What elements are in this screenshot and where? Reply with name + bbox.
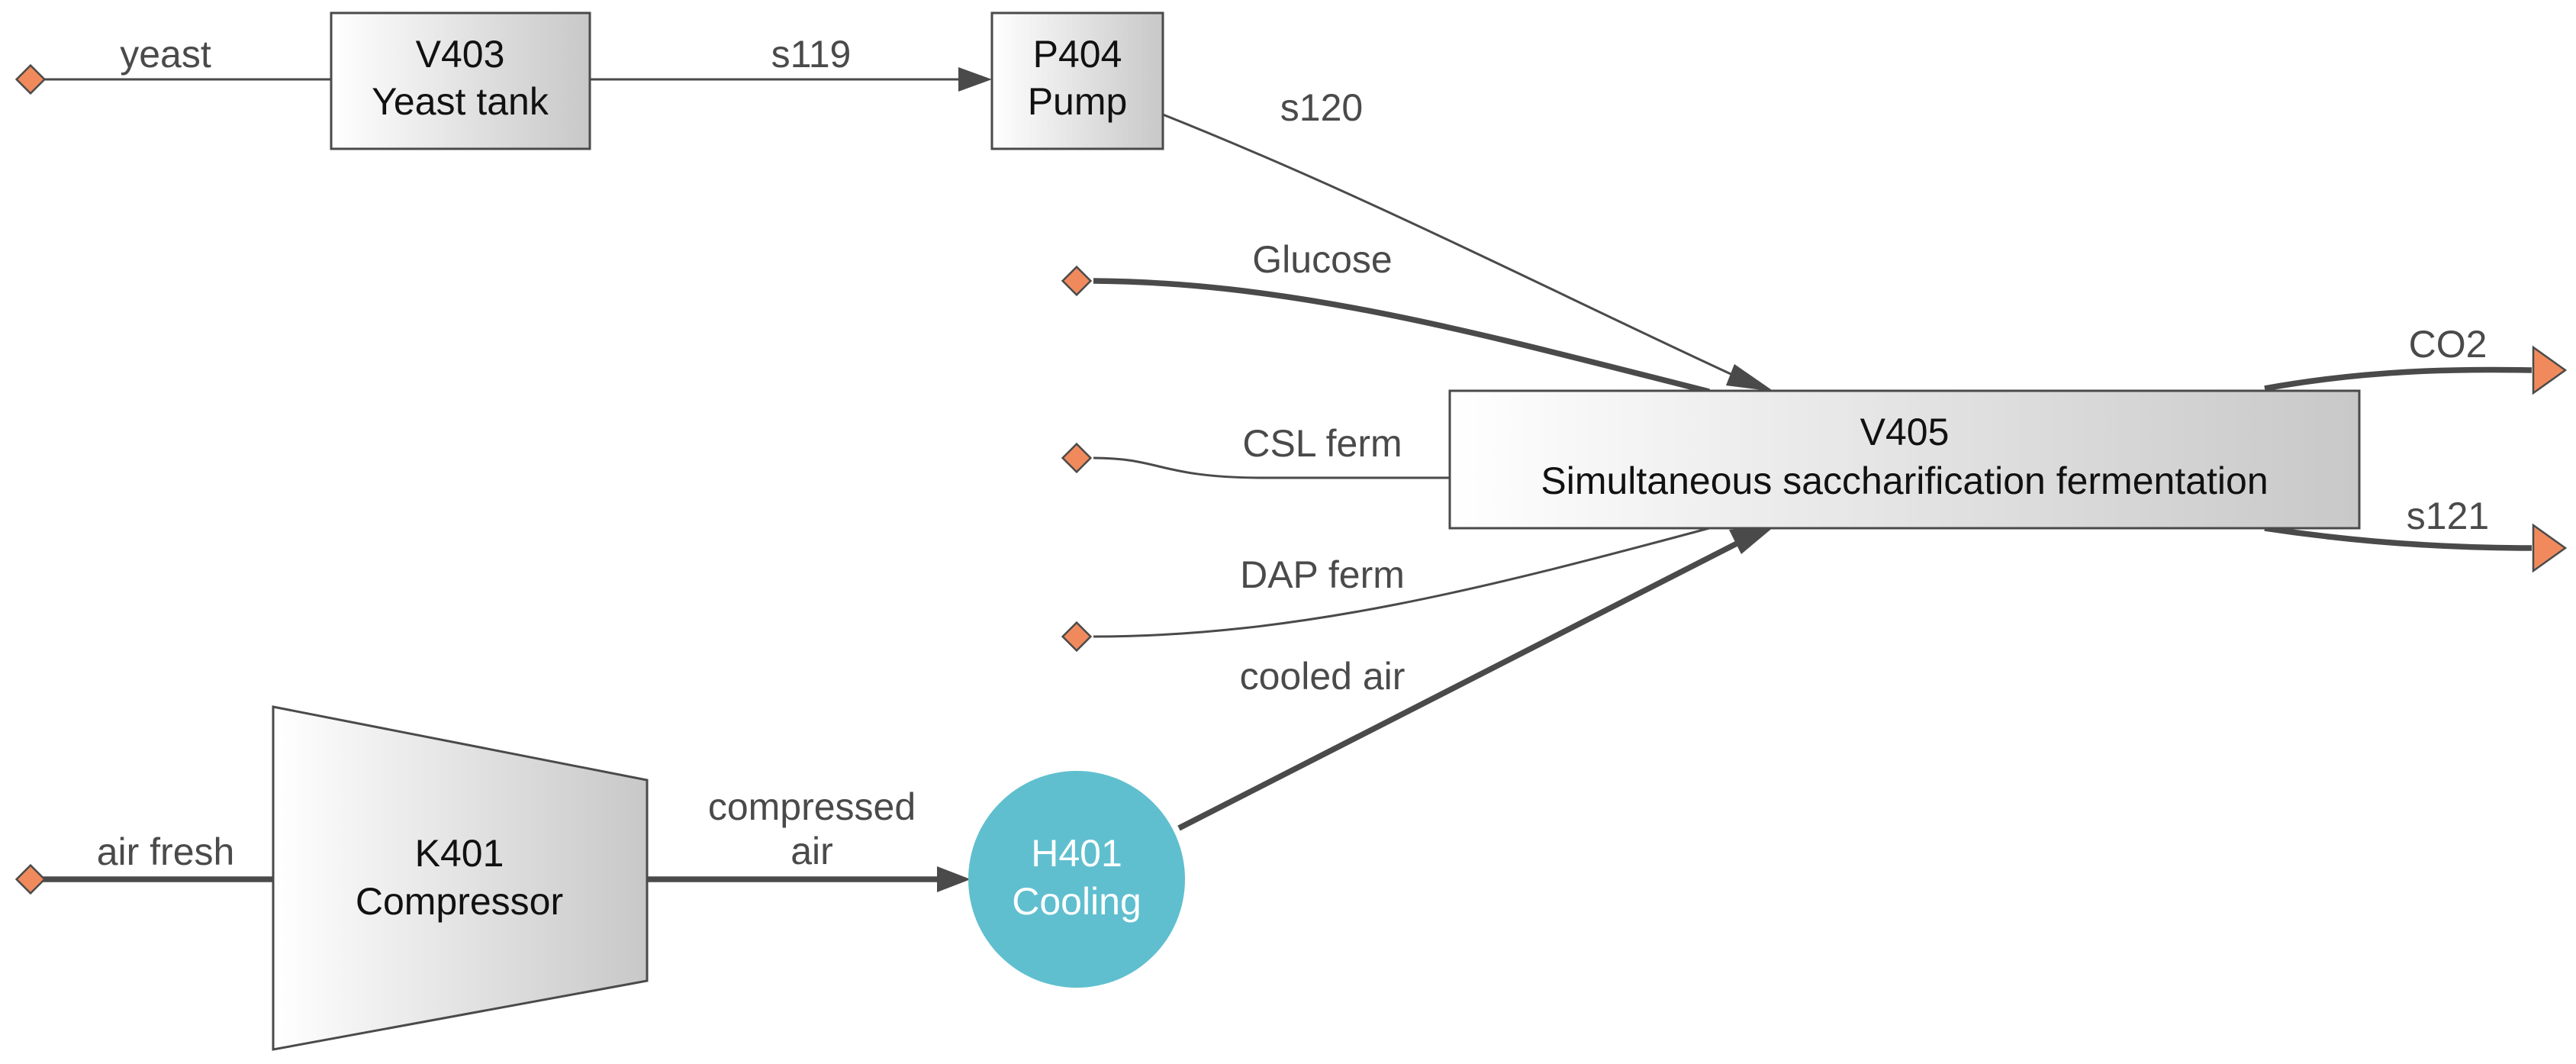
stream-dap-ferm-line[interactable]	[1093, 527, 1710, 638]
stream-label-air-fresh: air fresh	[97, 830, 235, 873]
stream-co2-line[interactable]	[2264, 366, 2533, 392]
source-diamond-icon	[14, 63, 47, 95]
stream-label-s119: s119	[771, 33, 852, 76]
stream-label-s121: s121	[2407, 495, 2489, 537]
product-s121-triangle-icon[interactable]	[2532, 523, 2568, 573]
source-dap-ferm[interactable]	[1061, 621, 1093, 653]
unit-id: V405	[1860, 411, 1950, 453]
source-diamond-icon	[1061, 442, 1093, 474]
stream-cooled-air-line[interactable]	[1177, 535, 1749, 831]
source-glucose[interactable]	[1061, 265, 1093, 297]
unit-v405-fermenter[interactable]: V405 Simultaneous saccharification ferme…	[1448, 389, 2361, 530]
unit-name: Cooling	[1012, 880, 1141, 923]
unit-name: Yeast tank	[372, 80, 549, 123]
stream-csl-ferm-line[interactable]	[1093, 456, 1450, 479]
unit-h401-cooling[interactable]: H401 Cooling	[968, 771, 1185, 988]
unit-v403-yeast-tank[interactable]: V403 Yeast tank	[330, 11, 591, 150]
stream-glucose-line[interactable]	[1093, 278, 1710, 395]
product-co2-triangle-icon[interactable]	[2532, 345, 2568, 395]
unit-id: H401	[1031, 832, 1122, 875]
stream-s120-arrow	[1726, 364, 1774, 392]
stream-cooled-air-arrow	[1729, 527, 1774, 554]
stream-compressed-air-arrow	[937, 866, 971, 892]
stream-label-compressed-air-line1: compressed	[708, 785, 916, 828]
stream-s120-line[interactable]	[1162, 113, 1748, 383]
source-diamond-icon	[1061, 621, 1093, 653]
unit-name: Compressor	[356, 880, 563, 923]
unit-name: Pump	[1028, 80, 1128, 123]
stream-label-s120: s120	[1280, 86, 1363, 129]
unit-k401-compressor[interactable]: K401 Compressor	[272, 705, 649, 1051]
source-air-fresh[interactable]	[14, 863, 47, 895]
stream-label-yeast: yeast	[120, 33, 211, 76]
source-diamond-icon	[14, 863, 47, 895]
unit-id: V403	[416, 33, 505, 76]
stream-label-glucose: Glucose	[1252, 238, 1392, 281]
unit-id: P404	[1033, 33, 1122, 76]
stream-label-csl-ferm: CSL ferm	[1242, 422, 1402, 465]
source-csl-ferm[interactable]	[1061, 442, 1093, 474]
stream-label-compressed-air-line2: air	[791, 830, 833, 872]
source-diamond-icon	[1061, 265, 1093, 297]
unit-name: Simultaneous saccharification fermentati…	[1541, 459, 2268, 502]
unit-id: K401	[415, 832, 504, 875]
stream-s119-arrow	[958, 67, 992, 92]
stream-label-cooled-air: cooled air	[1240, 655, 1406, 698]
unit-p404-pump[interactable]: P404 Pump	[990, 11, 1164, 150]
stream-label-dap-ferm: DAP ferm	[1240, 553, 1405, 596]
stream-label-co2: CO2	[2409, 323, 2487, 366]
stream-s121-line[interactable]	[2264, 525, 2533, 551]
source-yeast[interactable]	[14, 63, 47, 95]
